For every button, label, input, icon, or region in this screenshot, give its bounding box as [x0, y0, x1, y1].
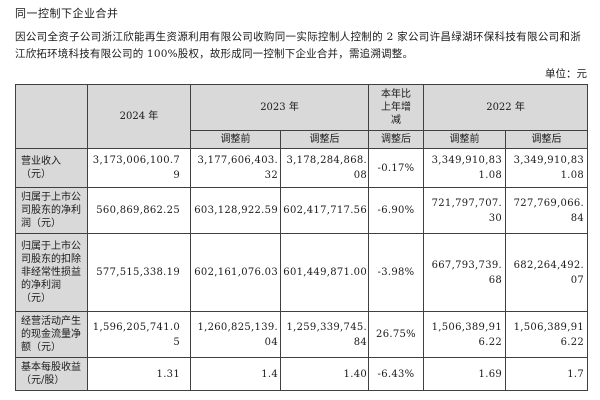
cell-2023-before: 1.4 — [190, 357, 281, 391]
cell-2023-before: 602,161,076.03 — [190, 233, 281, 312]
cell-2022-after: 1.7 — [505, 357, 589, 391]
subheader-change-after: 调整后 — [368, 130, 425, 149]
cell-change: -3.98% — [368, 233, 425, 312]
cell-2023-after: 3,178,284,868.08 — [279, 148, 370, 188]
cell-2022-before: 1.69 — [423, 357, 507, 391]
cell-2024: 1,596,205,741.05 — [87, 311, 191, 358]
table-row-basic-eps: 基本每股收益（元/股） 1.31 1.4 1.40 -6.43% 1.69 1.… — [15, 357, 589, 391]
cell-2022-after: 682,264,492.07 — [505, 233, 589, 312]
cell-2024: 3,173,006,100.79 — [87, 148, 191, 188]
header-year-2023: 2023 年 — [189, 84, 370, 131]
header-year-2024: 2024 年 — [87, 84, 191, 149]
cell-2022-after: 727,769,066.84 — [505, 187, 589, 234]
cell-2023-after: 602,417,717.56 — [279, 187, 370, 234]
table-row-revenue: 营业收入（元） 3,173,006,100.79 3,177,606,403.3… — [15, 148, 589, 188]
cell-2024: 577,515,338.19 — [87, 233, 191, 312]
subheader-2023-after: 调整后 — [279, 130, 370, 149]
cell-change: -6.90% — [368, 187, 425, 234]
row-label: 营业收入（元） — [15, 148, 88, 188]
subheader-2023-before: 调整前 — [190, 130, 281, 149]
cell-2024: 1.31 — [87, 357, 191, 391]
unit-label: 单位：元 — [545, 68, 587, 80]
cell-2022-after: 1,506,389,916.22 — [505, 311, 589, 358]
row-label: 基本每股收益（元/股） — [15, 357, 88, 391]
corner-cell — [15, 84, 88, 149]
cell-2023-after: 1,259,339,745.84 — [279, 311, 370, 358]
header-year-2022: 2022 年 — [423, 84, 589, 131]
cell-change: -6.43% — [368, 357, 425, 391]
cell-change: -0.17% — [368, 148, 425, 188]
table-row-net-profit: 归属于上市公司股东的净利润（元） 560,869,862.25 603,128,… — [15, 187, 589, 234]
cell-2023-before: 603,128,922.59 — [190, 187, 281, 234]
row-label: 归属于上市公司股东的净利润（元） — [15, 187, 88, 234]
cell-change: 26.75% — [368, 311, 425, 358]
header-yoy-change: 本年比上年增减 — [368, 84, 425, 131]
section-title: 同一控制下企业合并 — [15, 7, 119, 20]
document-page: 同一控制下企业合并 因公司全资子公司浙江欣能再生资源利用有限公司收购同一实际控制… — [15, 6, 589, 391]
subheader-2022-before: 调整前 — [423, 130, 507, 149]
subheader-2022-after: 调整后 — [505, 130, 589, 149]
cell-2023-before: 1,260,825,139.04 — [190, 311, 281, 358]
row-label: 归属于上市公司股东的扣除非经常性损益的净利润（元） — [15, 233, 88, 312]
row-label: 经营活动产生的现金流量净额（元） — [15, 311, 88, 358]
body-paragraph: 因公司全资子公司浙江欣能再生资源利用有限公司收购同一实际控制人控制的 2 家公司… — [15, 31, 581, 60]
cell-2022-before: 3,349,910,831.08 — [423, 148, 507, 188]
cell-2024: 560,869,862.25 — [87, 187, 191, 234]
cell-2022-before: 721,797,707.30 — [423, 187, 507, 234]
cell-2023-after: 601,449,871.00 — [279, 233, 370, 312]
table-row-operating-cash-flow: 经营活动产生的现金流量净额（元） 1,596,205,741.05 1,260,… — [15, 311, 589, 358]
cell-2022-before: 667,793,739.68 — [423, 233, 507, 312]
cell-2023-before: 3,177,606,403.32 — [190, 148, 281, 188]
table-row-net-profit-excl-nonrecurring: 归属于上市公司股东的扣除非经常性损益的净利润（元） 577,515,338.19… — [15, 233, 589, 312]
cell-2022-before: 1,506,389,916.22 — [423, 311, 507, 358]
header-row-years: 2024 年 2023 年 本年比上年增减 2022 年 — [15, 84, 589, 149]
cell-2022-after: 3,349,910,831.08 — [505, 148, 589, 188]
financial-comparison-table: 2024 年 2023 年 本年比上年增减 2022 年 调整前 调整后 调整后… — [15, 84, 589, 391]
cell-2023-after: 1.40 — [279, 357, 370, 391]
